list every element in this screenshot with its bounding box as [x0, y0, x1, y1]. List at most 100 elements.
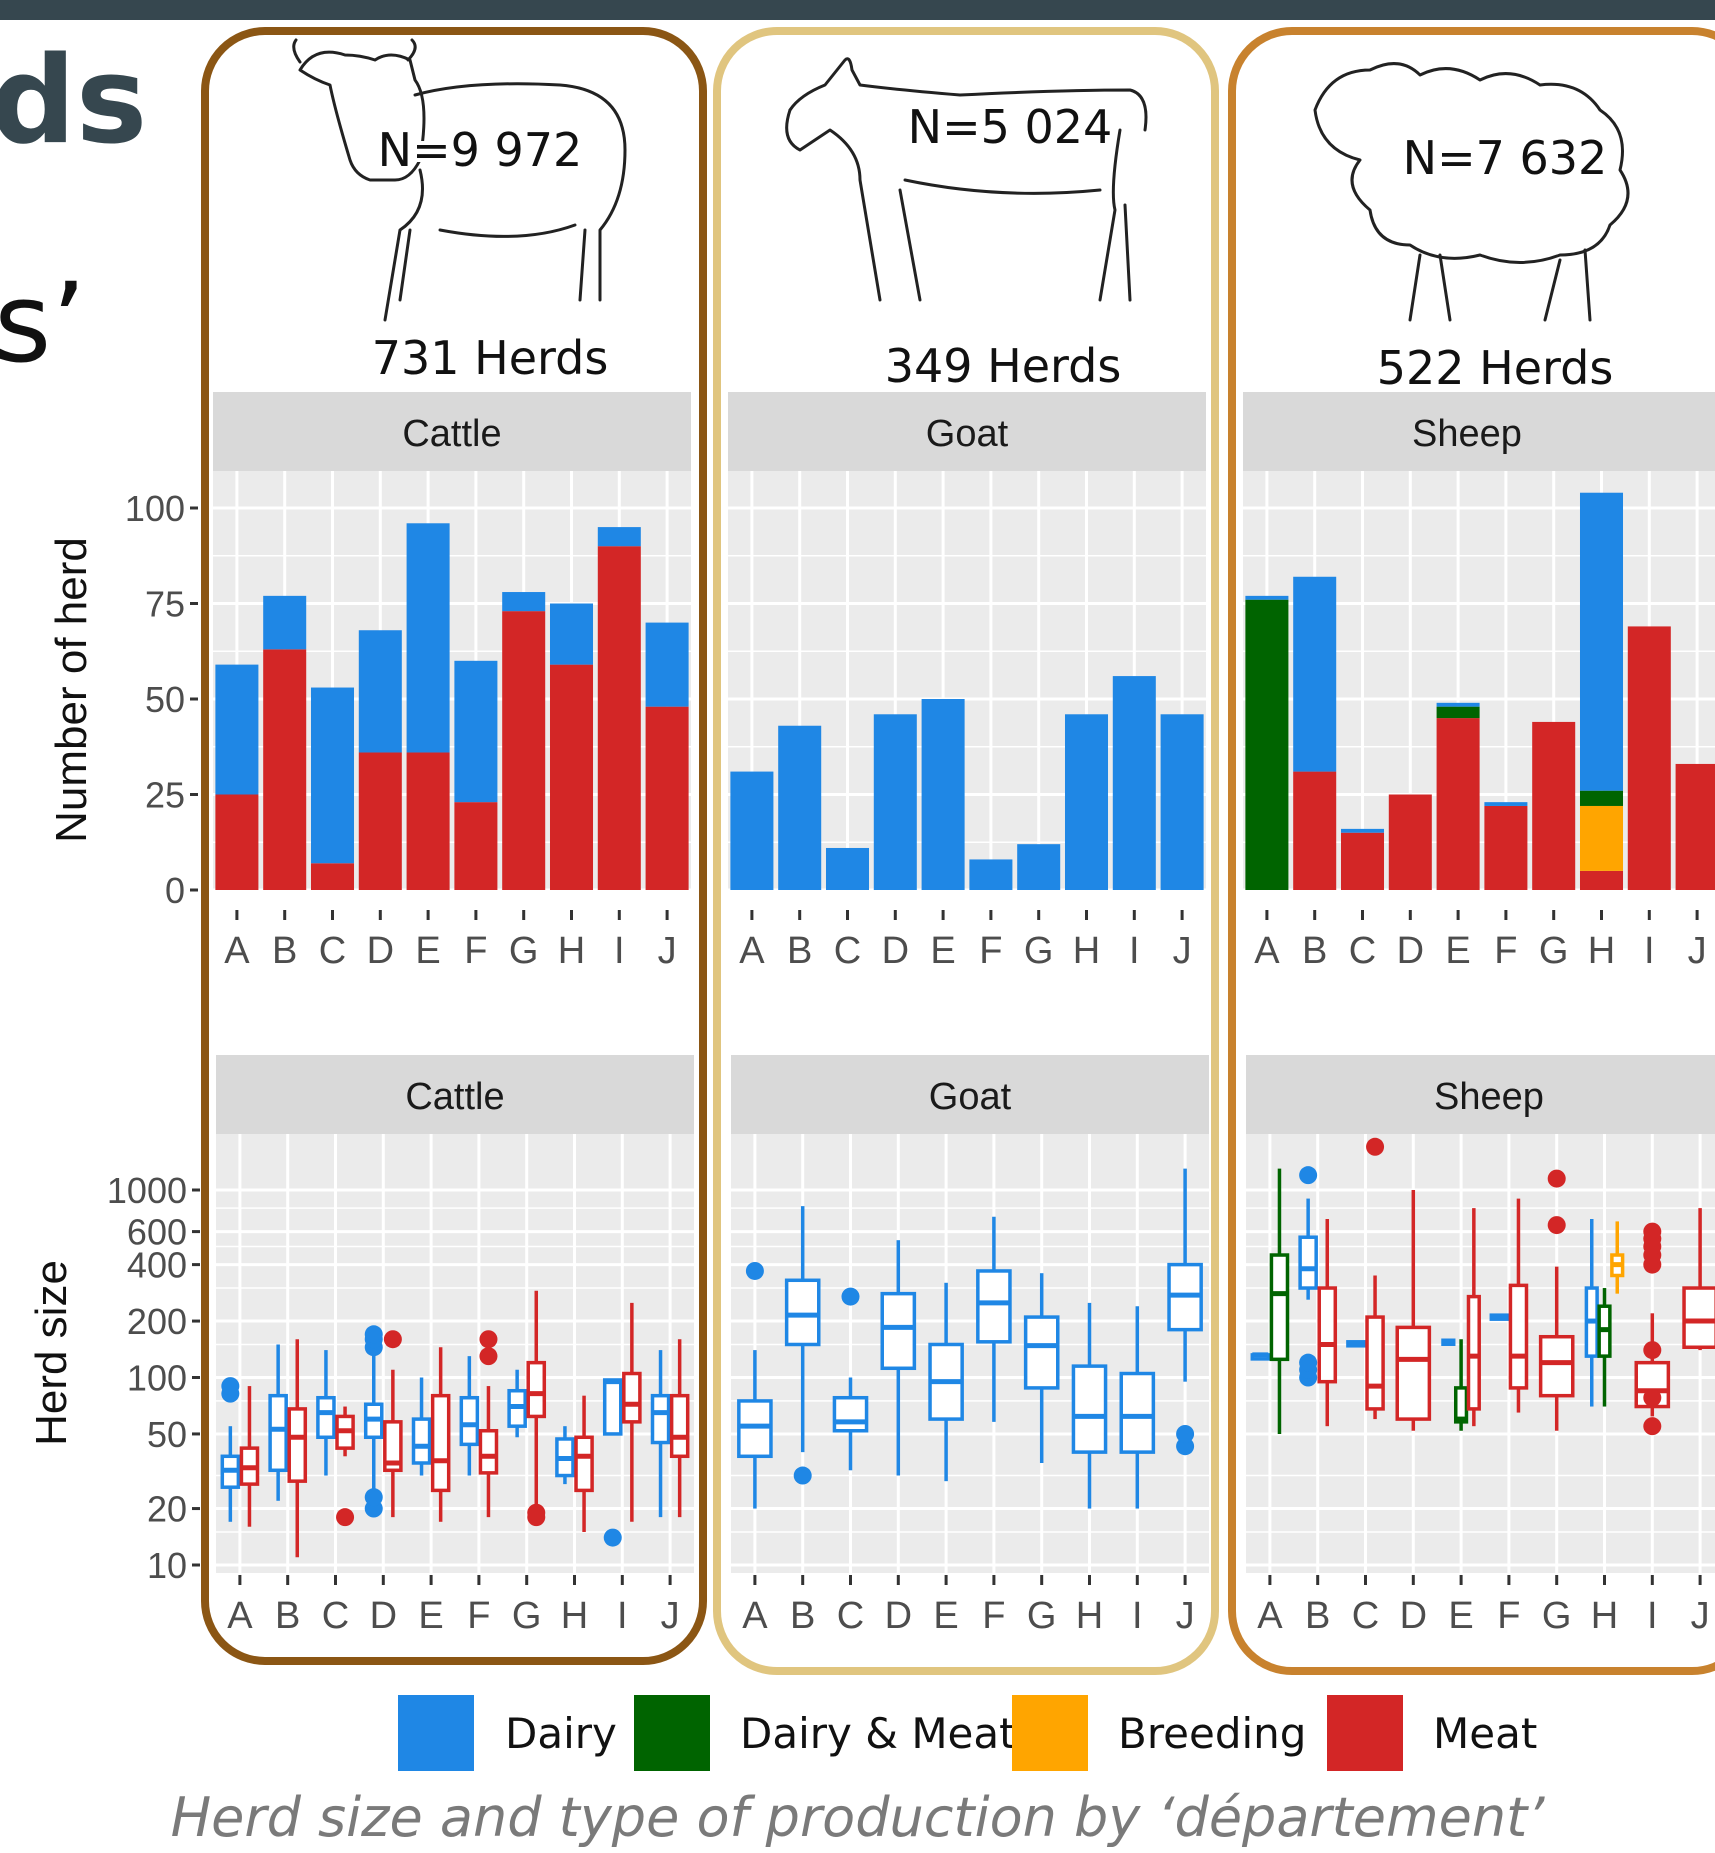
box-iqr: [1119, 1371, 1156, 1454]
sheep-bar-xtick-label-g: G: [1539, 930, 1569, 972]
goat-frame: [713, 27, 1219, 1675]
figure-caption: Herd size and type of production by ‘dép…: [170, 1786, 1545, 1849]
goat-bar-xtick-label-e: E: [930, 930, 955, 972]
goat-bar-xtick-label-a: A: [739, 930, 765, 972]
sheep-box-strip: [1246, 1055, 1715, 1134]
box-iqr: [526, 1360, 547, 1419]
cattle-bar-xtick-label-e: E: [415, 930, 440, 972]
cattle-bar-dairy-h: [549, 603, 594, 665]
bar-ytick-label: 25: [145, 775, 185, 816]
box-ytick-label: 100: [127, 1358, 187, 1399]
sheep-bar-xtick-label-h: H: [1588, 930, 1615, 972]
box-iqr: [832, 1395, 869, 1433]
goat-box-strip-label: Goat: [929, 1076, 1012, 1118]
outlier-point: [1299, 1166, 1318, 1185]
cattle-bar-xtick-label-f: F: [464, 930, 487, 972]
box-iqr: [1071, 1364, 1108, 1454]
sheep-bar-meat-g: [1532, 721, 1576, 890]
sheep-bar-meat-b: [1293, 771, 1337, 890]
cattle-bar-xtick-label-a: A: [224, 930, 250, 972]
sheep-box-h-breeding: [1610, 1221, 1625, 1294]
box-ytick-label: 10: [147, 1545, 187, 1586]
goat-count-label: N=5 024: [908, 100, 1113, 154]
box-iqr: [602, 1378, 623, 1436]
goat-box-c-dairy: [832, 1287, 869, 1471]
cattle-box-xtick-label-j: J: [661, 1595, 680, 1637]
sheep-bar-xtick-label-a: A: [1254, 930, 1280, 972]
sheep-bar-meat-c: [1340, 832, 1385, 890]
cattle-bar-xtick-label-b: B: [272, 930, 297, 972]
cattle-bar-xtick-label-j: J: [658, 930, 677, 972]
goat-bar-strip: [728, 392, 1206, 471]
sheep-drawing-icon: [1313, 62, 1630, 322]
cattle-box-c-dairy: [316, 1350, 336, 1476]
goat-bar-dairy-d: [873, 714, 917, 890]
cattle-bar-dairy-e: [406, 523, 450, 753]
sheep-bar-xtick-label-b: B: [1302, 930, 1327, 972]
cattle-box-b-dairy: [268, 1344, 288, 1501]
cattle-bar-dairy-c: [310, 687, 355, 864]
sheep-bar-breeding-h: [1579, 805, 1624, 871]
box-iqr: [478, 1428, 499, 1475]
outlier-point: [1643, 1341, 1662, 1360]
box-iqr: [650, 1393, 671, 1445]
goat-bar-xtick-label-f: F: [979, 930, 1002, 972]
animal-drawings: N=9 972 731 Herds N=5 024 349 Herds N=7 632 5…: [292, 38, 1630, 395]
cattle-box-xtick-label-c: C: [322, 1595, 349, 1637]
goat-box-b-dairy: [784, 1206, 821, 1485]
sheep-box-b-meat: [1317, 1219, 1338, 1427]
cattle-box-f-meat: [478, 1330, 499, 1518]
cattle-bar-dairy-g: [502, 592, 546, 612]
sheep-bar-xtick-label-d: D: [1397, 930, 1424, 972]
sheep-bar-xtick-label-i: I: [1644, 930, 1655, 972]
sheep-bar-xtick-label-e: E: [1445, 930, 1470, 972]
goat-bar-dairy-b: [778, 725, 822, 890]
box-iqr: [976, 1269, 1012, 1344]
outlier-point: [336, 1508, 355, 1527]
sheep-bar-dairy-f: [1484, 802, 1528, 806]
goat-bar-strip-label: Goat: [926, 413, 1009, 455]
sheep-box-xtick-label-h: H: [1591, 1595, 1618, 1637]
cattle-bar-xtick-label-h: H: [558, 930, 585, 972]
sheep-box-xtick-label-e: E: [1448, 1595, 1473, 1637]
box-iqr: [880, 1291, 917, 1371]
slide-title-fragment: ds: [0, 32, 148, 171]
cattle-box-e-meat: [430, 1347, 451, 1522]
sheep-box-h-dairy: [1584, 1219, 1599, 1407]
cattle-bar-meat-g: [502, 611, 546, 890]
goat-bar-xtick-label-d: D: [882, 930, 909, 972]
goat-bar-dairy-e: [921, 699, 965, 890]
goat-bar-dairy-c: [825, 847, 870, 890]
bar-ytick-label: 0: [165, 870, 185, 911]
outlier-point: [1299, 1353, 1318, 1372]
cattle-box-d-meat: [383, 1330, 403, 1518]
legend-swatch-dairy: [398, 1695, 474, 1771]
outlier-point: [1643, 1388, 1662, 1407]
sheep-bar-meat-d: [1388, 794, 1432, 890]
cattle-bar-meat-h: [549, 664, 594, 890]
sheep-box-xtick-label-b: B: [1305, 1595, 1330, 1637]
cattle-box-i-dairy: [602, 1378, 623, 1547]
goat-bar-xtick-label-i: I: [1129, 930, 1140, 972]
outlier-point: [603, 1528, 622, 1547]
box-iqr: [784, 1278, 821, 1347]
chart-panels: Number of herd Herd size 0 25 50 75 100 Cattle A…: [27, 392, 1715, 1637]
sheep-box-g-meat: [1538, 1169, 1575, 1431]
box-ytick-label: 1000: [107, 1170, 187, 1211]
sheep-bar-xtick-label-f: F: [1494, 930, 1517, 972]
goat-box-h-dairy: [1071, 1302, 1108, 1509]
legend-label-dairy: Dairy: [505, 1709, 617, 1758]
species-frames: [201, 27, 1715, 1675]
cattle-box-g-dairy: [507, 1369, 527, 1438]
sheep-box-strip-label: Sheep: [1434, 1076, 1544, 1118]
cattle-bar-meat-b: [263, 649, 307, 890]
goat-drawing-icon: [785, 57, 1148, 302]
cattle-box-xtick-label-g: G: [512, 1595, 542, 1637]
sheep-bar-meat-j: [1675, 763, 1715, 890]
sheep-box-c-dairy: [1346, 1340, 1366, 1348]
outlier-point: [745, 1261, 764, 1280]
sheep-frame: [1228, 27, 1715, 1675]
sheep-box-j-meat: [1682, 1208, 1715, 1351]
sheep-box-c-meat: [1365, 1137, 1385, 1420]
cattle-bar-strip-label: Cattle: [402, 413, 501, 455]
